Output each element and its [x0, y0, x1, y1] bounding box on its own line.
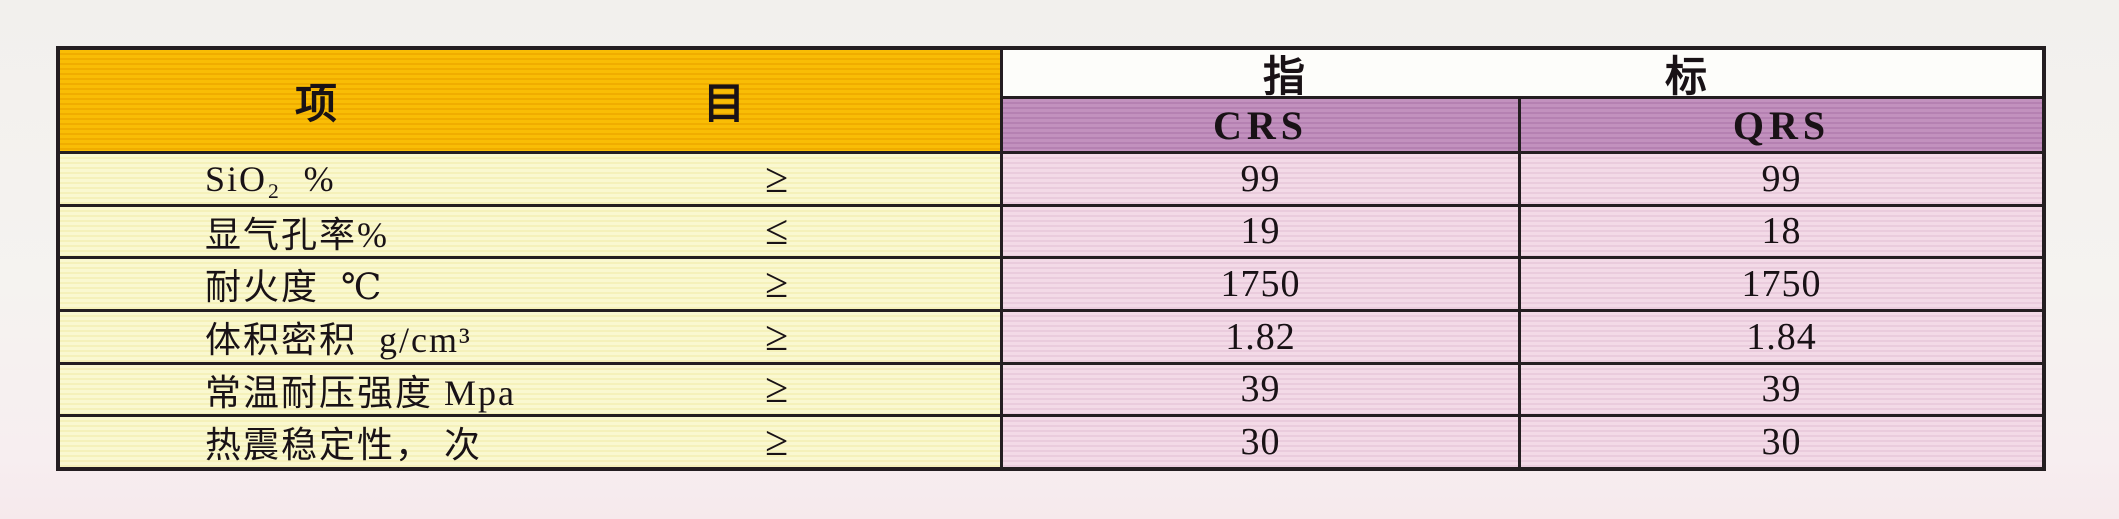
row-label-compressive-strength: 常温耐压强度 Mpa ≥ — [60, 364, 1000, 415]
crs-value-text: 99 — [1240, 157, 1281, 200]
qrs-value: 18 — [1521, 206, 2042, 257]
row-label-refractoriness: 耐火度 ℃ ≥ — [60, 259, 1000, 309]
row-label-text: 显气孔率% — [205, 214, 389, 255]
qrs-value-text: 18 — [1761, 210, 1802, 253]
header-index-cell: 指 标 — [1003, 50, 2042, 96]
crs-value: 30 — [1003, 417, 1518, 467]
qrs-value: 30 — [1521, 417, 2042, 467]
row-label-porosity: 显气孔率% ≤ — [60, 206, 1000, 257]
row-label-bulk-density: 体积密积 g/cm³ ≥ — [60, 312, 1000, 362]
qrs-value-text: 1.84 — [1746, 315, 1817, 358]
row-label-text: SiO₂ % — [205, 158, 336, 199]
header-col-crs: CRS — [1003, 99, 1518, 151]
row-label-text: 常温耐压强度 Mpa — [205, 372, 516, 413]
comparator-symbol: ≥ — [764, 261, 788, 308]
crs-value: 99 — [1003, 154, 1518, 204]
qrs-value: 1.84 — [1521, 312, 2042, 362]
crs-value-text: 30 — [1240, 421, 1281, 464]
crs-value-text: 19 — [1240, 210, 1281, 253]
row-label-text: 耐火度 ℃ — [205, 267, 384, 308]
crs-value: 1.82 — [1003, 312, 1518, 362]
row-label-text: 体积密积 g/cm³ — [205, 319, 472, 360]
qrs-value: 1750 — [1521, 259, 2042, 309]
crs-value: 1750 — [1003, 259, 1518, 309]
crs-value-text: 1750 — [1220, 263, 1301, 306]
spec-table: 项 目 指 标 CRS QRS SiO₂ % ≥ 99 99 显气孔率% ≤ 1… — [56, 46, 2046, 471]
qrs-value-text: 99 — [1761, 157, 1802, 200]
header-col-qrs: QRS — [1521, 99, 2042, 151]
qrs-value-text: 39 — [1761, 368, 1802, 411]
qrs-value: 39 — [1521, 364, 2042, 415]
crs-value: 19 — [1003, 206, 1518, 257]
row-label-sio2: SiO₂ % ≥ — [60, 154, 1000, 204]
header-col-qrs-label: QRS — [1732, 102, 1831, 148]
comparator-symbol: ≥ — [764, 419, 788, 466]
qrs-value-text: 1750 — [1741, 263, 1822, 306]
comparator-symbol: ≥ — [764, 313, 788, 360]
row-label-thermal-shock: 热震稳定性， 次 ≥ — [60, 417, 1000, 467]
qrs-value-text: 30 — [1761, 421, 1802, 464]
header-col-crs-label: CRS — [1212, 102, 1309, 148]
header-item-char-left: 项 — [295, 82, 338, 128]
header-item-cell: 项 目 — [60, 50, 1000, 151]
comparator-symbol: ≥ — [764, 155, 788, 202]
header-item-char-right: 目 — [702, 82, 745, 128]
header-index-char-right: 标 — [1664, 54, 1707, 97]
row-label-text: 热震稳定性， 次 — [205, 425, 483, 466]
crs-value-text: 1.82 — [1225, 315, 1296, 358]
crs-value: 39 — [1003, 364, 1518, 415]
comparator-symbol: ≤ — [764, 208, 788, 255]
comparator-symbol: ≥ — [764, 366, 788, 413]
qrs-value: 99 — [1521, 154, 2042, 204]
header-index-char-left: 指 — [1263, 54, 1306, 97]
crs-value-text: 39 — [1240, 368, 1281, 411]
